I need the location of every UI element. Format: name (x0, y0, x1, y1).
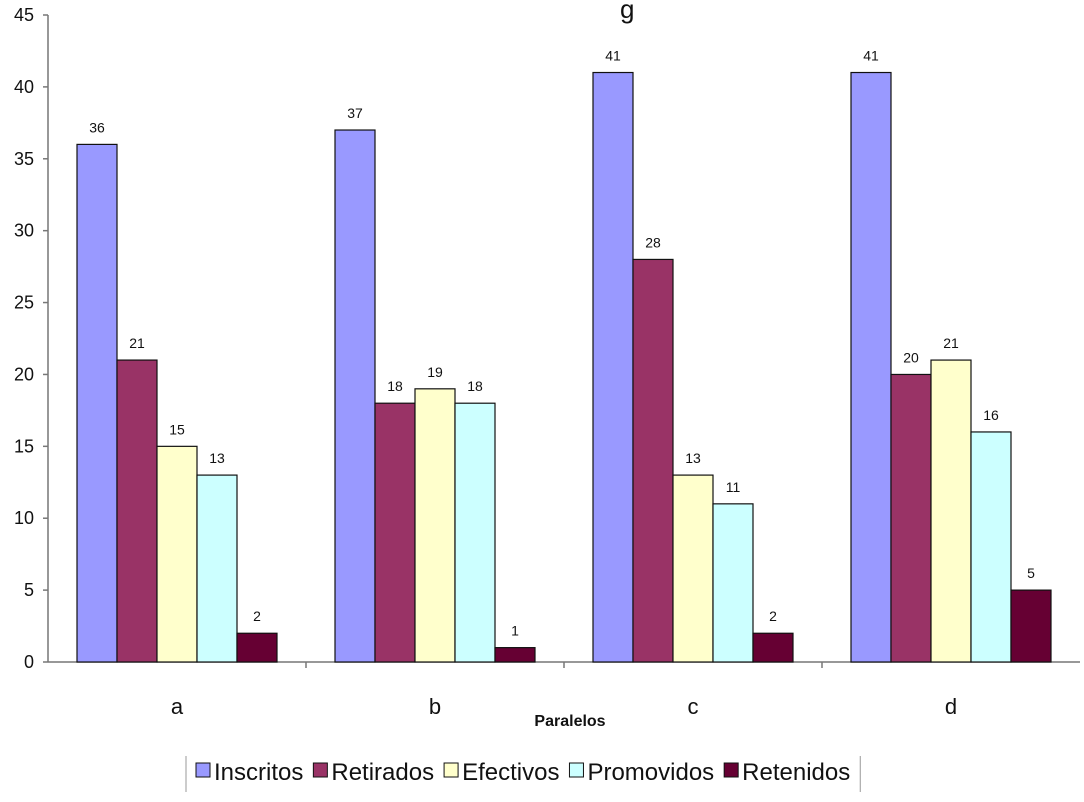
bar-inscritos-b (334, 129, 376, 663)
data-label: 37 (347, 105, 363, 121)
x-category-label: d (945, 694, 957, 719)
x-category-label: b (429, 694, 441, 719)
data-label: 41 (605, 48, 621, 64)
bar-retirados-b (374, 402, 416, 663)
legend: Inscritos Retirados Efectivos Promovidos Ret… (185, 756, 861, 792)
y-tick-label: 0 (24, 652, 34, 672)
bar-efectivos-b (414, 388, 456, 663)
bar-inscritos-c (592, 71, 634, 663)
bar-promovidos-b (454, 402, 496, 663)
y-tick-label: 40 (14, 77, 34, 97)
data-label: 41 (863, 48, 879, 64)
data-label: 36 (89, 119, 105, 135)
y-tick-label: 10 (14, 508, 34, 528)
bar-retirados-d (890, 373, 932, 663)
legend-swatch (195, 762, 211, 778)
legend-label: Retirados (331, 759, 434, 786)
data-label: 15 (169, 421, 185, 437)
legend-swatch (723, 762, 739, 778)
bar-efectivos-a (156, 445, 198, 663)
legend-swatch (312, 762, 328, 778)
data-label: 19 (427, 364, 443, 380)
legend-swatch (443, 762, 459, 778)
data-label: 21 (943, 335, 959, 351)
data-label: 28 (645, 234, 661, 250)
chart-title-fragment: g (620, 0, 634, 24)
legend-label: Efectivos (462, 759, 559, 786)
data-label: 20 (903, 349, 919, 365)
legend-label: Retenidos (742, 759, 850, 786)
data-label: 18 (467, 378, 483, 394)
data-label: 2 (253, 608, 261, 624)
y-tick-label: 35 (14, 149, 34, 169)
y-axis-ticks: 0 5 10 15 20 25 30 35 40 45 (14, 5, 48, 672)
bar-retenidos-c (752, 632, 794, 663)
data-label: 11 (726, 479, 741, 495)
y-tick-label: 20 (14, 364, 34, 384)
data-label: 13 (685, 450, 701, 466)
data-label: 1 (511, 623, 519, 639)
bar-promovidos-d (970, 431, 1012, 663)
bar-inscritos-a (76, 143, 118, 663)
bar-retenidos-b (494, 647, 536, 663)
bar-efectivos-d (930, 359, 972, 663)
bars (76, 71, 1052, 663)
legend-label: Promovidos (587, 759, 714, 786)
bar-inscritos-d (850, 71, 892, 663)
x-category-label: c (688, 694, 699, 719)
data-label: 16 (983, 407, 999, 423)
x-category-label: a (171, 694, 184, 719)
bar-promovidos-a (196, 474, 238, 663)
bar-retenidos-a (236, 632, 278, 663)
y-tick-label: 45 (14, 5, 34, 25)
x-axis-title: Paralelos (534, 713, 605, 730)
data-label: 5 (1027, 565, 1035, 581)
bar-efectivos-c (672, 474, 714, 663)
data-label: 13 (209, 450, 225, 466)
legend-swatch (568, 762, 584, 778)
x-axis-labels: a b c d (171, 694, 957, 719)
bar-retirados-c (632, 258, 674, 663)
y-tick-label: 15 (14, 436, 34, 456)
bar-promovidos-c (712, 503, 754, 663)
legend-label: Inscritos (214, 759, 303, 786)
y-tick-label: 5 (24, 580, 34, 600)
y-tick-label: 25 (14, 293, 34, 313)
data-label: 18 (387, 378, 403, 394)
y-tick-label: 30 (14, 221, 34, 241)
bar-retirados-a (116, 359, 158, 663)
bar-retenidos-d (1010, 589, 1052, 663)
data-label: 2 (769, 608, 777, 624)
data-labels: 36 21 15 13 2 37 18 19 18 1 41 28 13 11 2 41 20 21 16 5 (89, 48, 1035, 639)
data-label: 21 (129, 335, 145, 351)
